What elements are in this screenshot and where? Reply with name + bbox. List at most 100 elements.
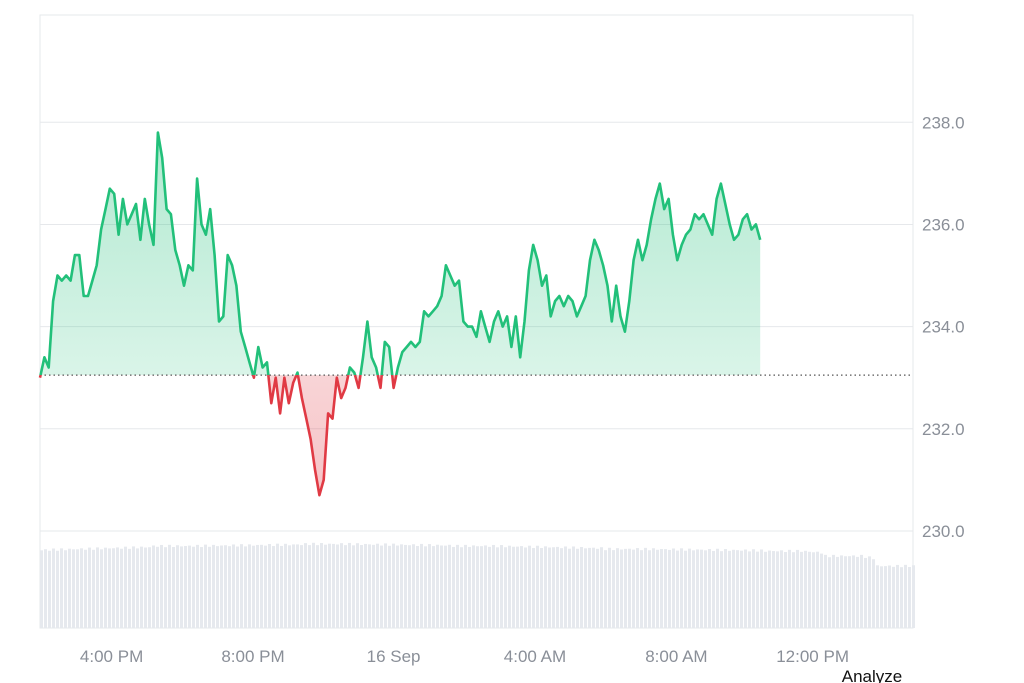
- volume-bar: [752, 549, 755, 628]
- volume-bar: [524, 547, 527, 628]
- volume-bar: [540, 548, 543, 628]
- volume-bar: [48, 550, 51, 628]
- volume-bar: [564, 546, 567, 628]
- volume-bar: [584, 548, 587, 628]
- volume-bar: [88, 547, 91, 628]
- volume-bar: [144, 547, 147, 628]
- volume-bar: [464, 544, 467, 628]
- volume-bar: [864, 557, 867, 628]
- volume-bar: [96, 547, 99, 628]
- volume-bar: [740, 550, 743, 628]
- volume-bar: [452, 546, 455, 628]
- volume-bar: [256, 544, 259, 628]
- volume-bar: [692, 550, 695, 628]
- volume-bar: [536, 545, 539, 628]
- volume-bar: [532, 548, 535, 628]
- volume-bar: [544, 546, 547, 628]
- volume-bar: [892, 566, 895, 628]
- volume-bar: [376, 543, 379, 628]
- volume-bar: [572, 546, 575, 628]
- volume-bar: [240, 544, 243, 628]
- volume-bar: [432, 546, 435, 628]
- volume-bar: [112, 548, 115, 628]
- volume-bar: [808, 551, 811, 628]
- volume-bar: [380, 545, 383, 628]
- volume-bar: [616, 548, 619, 628]
- volume-bar: [272, 546, 275, 628]
- volume-bar: [56, 550, 59, 628]
- volume-bar: [392, 543, 395, 628]
- volume-bar: [652, 548, 655, 628]
- volume-bar: [560, 548, 563, 628]
- price-line-up: [39, 131, 762, 376]
- volume-bar: [308, 545, 311, 628]
- volume-bar: [472, 545, 475, 628]
- volume-bar: [824, 554, 827, 628]
- volume-bar: [636, 548, 639, 628]
- volume-bar: [288, 545, 291, 628]
- volume-bar: [276, 543, 279, 628]
- volume-bar: [576, 548, 579, 628]
- volume-bar: [220, 545, 223, 628]
- volume-bar: [840, 555, 843, 628]
- volume-bar: [328, 543, 331, 628]
- volume-bar: [168, 544, 171, 628]
- volume-bar: [396, 545, 399, 628]
- volume-bar: [796, 549, 799, 628]
- volume-bar: [124, 546, 127, 628]
- volume-bar: [416, 546, 419, 628]
- volume-bar: [912, 565, 915, 628]
- volume-bar: [300, 545, 303, 628]
- volume-bar: [732, 549, 735, 628]
- volume-bar: [700, 549, 703, 628]
- volume-bar: [60, 548, 63, 628]
- volume-bars: [40, 542, 915, 628]
- volume-bar: [720, 551, 723, 628]
- volume-bar: [364, 543, 367, 628]
- volume-bar: [708, 549, 711, 628]
- volume-bar: [832, 554, 835, 628]
- volume-bar: [312, 542, 315, 628]
- volume-bar: [40, 550, 43, 628]
- volume-bar: [316, 545, 319, 628]
- volume-bar: [292, 544, 295, 628]
- x-tick-label: 8:00 AM: [645, 647, 707, 666]
- volume-bar: [788, 549, 791, 628]
- volume-bar: [460, 547, 463, 628]
- price-line: [38, 131, 762, 497]
- volume-bar: [504, 547, 507, 628]
- volume-bar: [412, 544, 415, 628]
- volume-bar: [140, 546, 143, 628]
- volume-bar: [212, 544, 215, 628]
- volume-bar: [80, 548, 83, 628]
- volume-bar: [784, 551, 787, 628]
- volume-bar: [52, 548, 55, 628]
- volume-bar: [264, 545, 267, 628]
- volume-bar: [780, 550, 783, 628]
- volume-bar: [676, 550, 679, 628]
- volume-bar: [872, 559, 875, 628]
- volume-bar: [296, 544, 299, 628]
- volume-bar: [384, 543, 387, 628]
- volume-bar: [84, 549, 87, 628]
- volume-bar: [620, 549, 623, 628]
- volume-bar: [684, 550, 687, 628]
- volume-bar: [68, 548, 71, 628]
- volume-bar: [188, 545, 191, 628]
- volume-bar: [880, 566, 883, 628]
- volume-bar: [760, 549, 763, 628]
- volume-bar: [792, 552, 795, 628]
- volume-bar: [848, 556, 851, 628]
- volume-bar: [528, 545, 531, 628]
- volume-bar: [136, 548, 139, 628]
- volume-bar: [184, 546, 187, 628]
- volume-bar: [440, 545, 443, 628]
- analyze-link[interactable]: Analyze: [842, 667, 902, 683]
- volume-bar: [164, 547, 167, 628]
- volume-bar: [208, 546, 211, 628]
- volume-bar: [660, 549, 663, 628]
- volume-bar: [248, 544, 251, 628]
- volume-bar: [252, 545, 255, 628]
- volume-bar: [120, 548, 123, 628]
- volume-bar: [580, 546, 583, 628]
